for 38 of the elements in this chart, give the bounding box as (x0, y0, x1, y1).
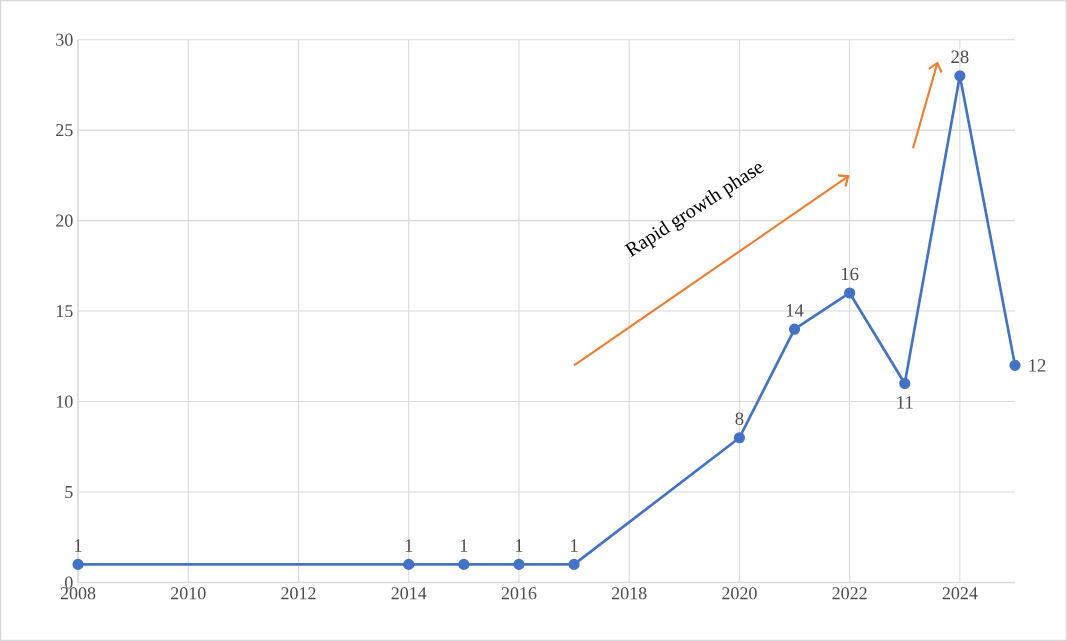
data-label: 1 (571, 539, 578, 552)
data-label: 28 (951, 50, 969, 64)
point (844, 287, 856, 299)
x-tick-label: 2012 (281, 587, 316, 600)
x-tick-label: 2020 (722, 587, 757, 600)
x-tick-label: 2024 (942, 587, 978, 600)
y-tick-label: 10 (56, 395, 73, 408)
data-label: 12 (1029, 359, 1046, 372)
y-tick-label: 0 (65, 576, 73, 589)
y-tick-label: 25 (56, 124, 73, 137)
x-tick-label: 2008 (60, 587, 96, 600)
point (788, 323, 801, 335)
data-label: 1 (460, 539, 468, 552)
y-tick-label: 20 (56, 214, 73, 227)
data-label: 1 (74, 539, 82, 552)
point (513, 558, 525, 570)
x-tick-label: 2016 (501, 587, 537, 600)
y-tick-label: 15 (56, 304, 73, 318)
data-label: 14 (786, 304, 804, 317)
x-tick-label: 2014 (391, 587, 427, 600)
y-tick-label: 30 (56, 33, 73, 46)
point (568, 558, 580, 570)
data-label: 1 (405, 539, 413, 552)
point (403, 558, 415, 570)
x-tick-label: 2010 (171, 587, 206, 600)
point (72, 558, 84, 570)
point (1009, 359, 1021, 371)
point (954, 70, 966, 82)
point (458, 558, 470, 570)
data-label: 16 (841, 267, 859, 281)
point (733, 432, 746, 444)
y-tick-label: 5 (65, 485, 73, 498)
x-tick-label: 2022 (832, 587, 867, 600)
point (899, 377, 911, 389)
x-tick-label: 2018 (611, 587, 647, 600)
data-label: 1 (515, 539, 523, 552)
data-label: 8 (735, 412, 744, 425)
data-label: 11 (897, 396, 913, 409)
